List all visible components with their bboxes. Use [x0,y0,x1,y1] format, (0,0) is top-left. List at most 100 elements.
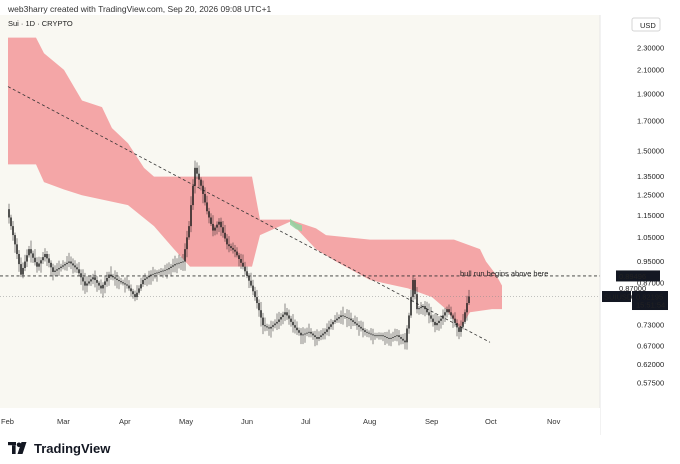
candle-body [36,262,38,267]
candle-body [388,337,390,339]
trend-line [7,86,491,343]
candle-body [128,285,130,289]
candle-body [212,223,214,231]
candle-body [76,267,78,270]
candle-body [440,318,442,321]
candle-body [154,273,156,275]
candle-body [248,275,250,281]
candle-body [344,316,346,318]
candle-body [268,327,270,329]
candle-body [366,331,368,333]
candle-body [136,292,138,298]
candle-body [384,336,386,338]
candle-body [210,217,212,224]
candle-body [240,259,242,263]
candle-body [332,321,334,325]
candle-body [380,335,382,337]
last-price-tag [632,291,668,311]
candle-body [330,324,332,327]
candle-body [222,227,224,233]
price-chart[interactable]: 2.30000 2.10000 1.90000 1.70000 1.50000 1.350… [0,15,680,435]
candle-body [290,318,292,322]
candle-body [402,338,404,341]
candle-body [236,251,238,256]
candle-body [438,320,440,323]
candle-body [124,283,126,285]
candle-body [54,270,56,272]
candle-body [110,274,112,276]
candle-body [304,333,306,335]
candle-body [340,315,342,318]
bullish-cloud [290,218,302,232]
candle-body [430,315,432,319]
candle-body [24,261,26,268]
candle-body [278,319,280,322]
candle-body [360,326,362,329]
candle-body [446,309,448,313]
candle-body [50,262,52,268]
price-axis[interactable]: 2.30000 2.10000 1.90000 1.70000 1.50000 1.350… [602,43,668,387]
candle-body [194,167,196,186]
time-tick-label: May [179,417,193,426]
candle-body [192,185,194,206]
candle-body [18,254,20,265]
candle-body [94,277,96,281]
candle-body [70,261,72,264]
candle-body [98,282,100,286]
candle-body [34,257,36,263]
candle-body [108,274,110,278]
candle-body [334,320,336,322]
candle-body [416,294,418,310]
candle-body [148,275,150,278]
candle-body [300,332,302,336]
candle-body [90,279,92,282]
candle-body [266,326,268,328]
candle-body [104,281,106,285]
price-tick-label: 0.73000 [637,321,664,330]
candle-body [168,267,170,270]
currency-label[interactable]: USD [640,21,656,30]
price-tick-label: 0.87000 [637,278,664,287]
candle-body [58,267,60,270]
candle-body [116,278,118,281]
candle-body [72,263,74,266]
candle-body [348,317,350,319]
bearish-cloud [8,37,502,329]
candle-body [142,280,144,285]
candle-body [346,317,348,318]
candle-body [284,312,286,315]
candle-body [274,323,276,326]
candle-body [122,282,124,284]
candle-body [224,232,226,239]
candle-body [10,217,12,227]
candle-body [372,334,374,336]
candle-body [162,270,164,272]
candle-body [96,280,98,283]
ichimoku-cloud [8,37,502,329]
overlay-lines [0,86,600,343]
candle-body [120,281,122,283]
candle-body [336,318,338,321]
candle-body [316,337,318,339]
candle-body [320,335,322,338]
time-axis-panel [0,408,600,435]
candle-body [254,291,256,298]
currency-box[interactable] [631,17,661,32]
candle-body [44,254,46,258]
time-axis[interactable]: Feb Mar Apr May Jun Jul Aug Sep Oct Nov [1,417,561,426]
candle-body [280,317,282,320]
candle-body [246,271,248,276]
candle-body [462,321,464,327]
candle-body [410,297,412,316]
candle-body [264,325,266,327]
price-tick-label: 1.35000 [637,172,664,181]
candle-body [432,318,434,322]
candle-body [442,315,444,319]
candle-body [258,303,260,311]
candle-body [338,317,340,319]
candle-body [230,246,232,248]
candle-body [328,326,330,330]
candle-body [434,321,436,326]
candle-body [206,202,208,212]
candle-body [412,280,414,298]
